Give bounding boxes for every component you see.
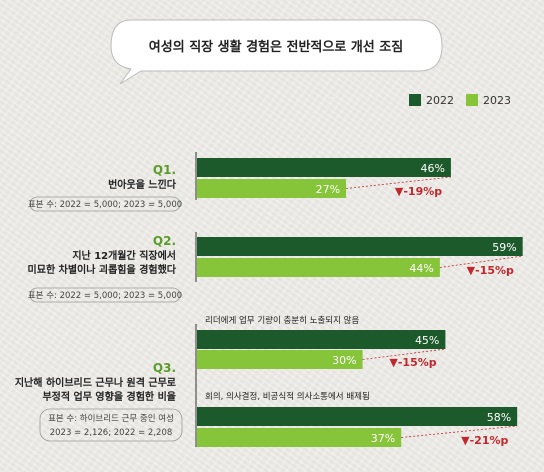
question-1-id: Q1.: [153, 163, 176, 177]
question-2-line-1: 지난 12개월간 직장에서: [72, 249, 176, 262]
value-label-2023-group-4: 37%: [371, 432, 395, 445]
change-label-group-4: ▼-21%p: [461, 434, 508, 447]
value-label-2022-group-3: 45%: [415, 334, 439, 347]
legend: 2022 2023: [409, 94, 511, 107]
question-1-sample: 표본 수: 2022 = 5,000; 2023 = 5,000: [28, 200, 182, 210]
bar-2022-group-1: [197, 158, 451, 177]
legend-label-2022: 2022: [426, 94, 454, 107]
question-2-sample-box: [29, 287, 181, 303]
value-label-2022-group-1: 46%: [420, 162, 444, 175]
question-1-sample-box: [29, 196, 181, 212]
group-4-subtitle: 회의, 의사결정, 비공식적 의사소통에서 배제됨: [205, 391, 370, 402]
question-3-sample-line-1: 표본 수: 하이브리드 근무 중인 여성: [48, 413, 174, 424]
value-label-2023-group-2: 44%: [409, 262, 433, 275]
bar-2023-group-2: [197, 258, 440, 277]
title-bubble-shape: [110, 19, 443, 85]
question-3-sample-box: [39, 408, 183, 442]
legend-swatch-2022: [409, 94, 421, 106]
change-label-group-3: ▼-15%p: [389, 356, 436, 369]
legend-label-2023: 2023: [483, 94, 511, 107]
value-label-2022-group-2: 59%: [492, 241, 516, 254]
question-2-id: Q2.: [153, 234, 176, 248]
question-1: Q1. 번아웃을 느낀다 표본 수: 2022 = 5,000; 2023 = …: [28, 163, 182, 212]
value-label-2023-group-3: 30%: [332, 354, 356, 367]
legend-swatch-2023: [466, 94, 478, 106]
change-label-group-2: ▼-15%p: [467, 264, 514, 277]
question-3-line-2: 부정적 업무 영향을 경험한 비율: [42, 390, 176, 403]
change-connector-group-1: [345, 176, 451, 189]
bar-2022-group-4: [197, 407, 518, 426]
change-connector-group-4: [401, 425, 518, 438]
bar-2023-group-1: [197, 179, 347, 198]
bar-2023-group-4: [197, 428, 402, 447]
question-2: Q2. 지난 12개월간 직장에서 미묘한 차별이나 괴롭힘을 경험했다 표본 …: [28, 234, 182, 303]
bar-2022-group-2: [197, 237, 523, 256]
value-label-2023-group-1: 27%: [316, 183, 340, 196]
question-2-line-2: 미묘한 차별이나 괴롭힘을 경험했다: [28, 263, 177, 276]
question-1-line-1: 번아웃을 느낀다: [108, 178, 177, 191]
question-3-sample-line-2: 2023 = 2,126; 2022 = 2,208: [50, 428, 173, 438]
bar-2023-group-3: [197, 350, 363, 369]
title-bubble: 여성의 직장 생활 경험은 전반적으로 개선 조짐: [110, 19, 443, 85]
change-label-group-1: ▼-19%p: [395, 185, 442, 198]
chart-title: 여성의 직장 생활 경험은 전반적으로 개선 조짐: [149, 39, 403, 55]
question-3-line-1: 지난해 하이브리드 근무나 원격 근무로: [15, 376, 176, 389]
question-3: Q3. 지난해 하이브리드 근무나 원격 근무로 부정적 업무 영향을 경험한 …: [15, 361, 183, 442]
question-3-id: Q3.: [153, 361, 176, 375]
value-label-2022-group-4: 58%: [487, 411, 511, 424]
question-2-sample: 표본 수: 2022 = 5,000; 2023 = 5,000: [28, 291, 182, 301]
change-connector-group-2: [439, 255, 523, 268]
change-connector-group-3: [362, 348, 446, 360]
group-3-subtitle: 리더에게 업무 기량이 충분히 노출되지 않음: [205, 315, 359, 326]
bar-2022-group-3: [197, 330, 446, 349]
bars-layer: 46% 27% ▼-19%p 59% 44% ▼-15%p 리더에게 업무 기량이 충분히 …: [197, 158, 523, 447]
